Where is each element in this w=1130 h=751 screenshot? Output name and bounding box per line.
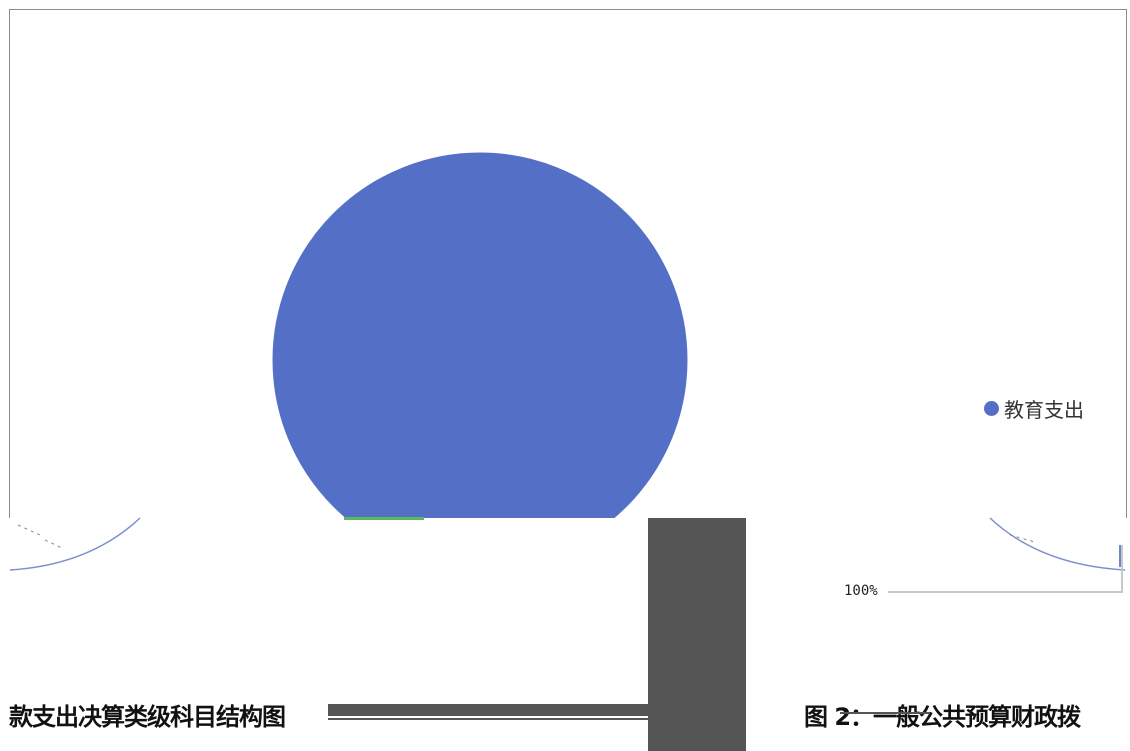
legend-marker (984, 401, 999, 416)
caption-strike-line (328, 718, 648, 720)
leader-line (888, 591, 1122, 593)
chart-frame: 教育支出 (9, 9, 1127, 589)
figure-caption-right: 图 2：一般公共预算财政拨 (804, 703, 1081, 731)
legend: 教育支出 (984, 394, 1084, 423)
figure-caption-left: 款支出决算类级科目结构图 (9, 703, 286, 731)
pie-data-label: 100% (844, 583, 878, 599)
leader-line-vertical (1121, 545, 1123, 593)
pie-chart (271, 151, 689, 569)
caption-strike-block (328, 704, 648, 716)
pie-slice-edge-artifact (344, 517, 424, 520)
caption-strike-line-right (840, 712, 930, 714)
leader-line-tick (1119, 545, 1121, 567)
pie-slice-0 (271, 151, 689, 569)
legend-label: 教育支出 (1004, 398, 1084, 422)
dark-overlay-bar (648, 518, 746, 751)
